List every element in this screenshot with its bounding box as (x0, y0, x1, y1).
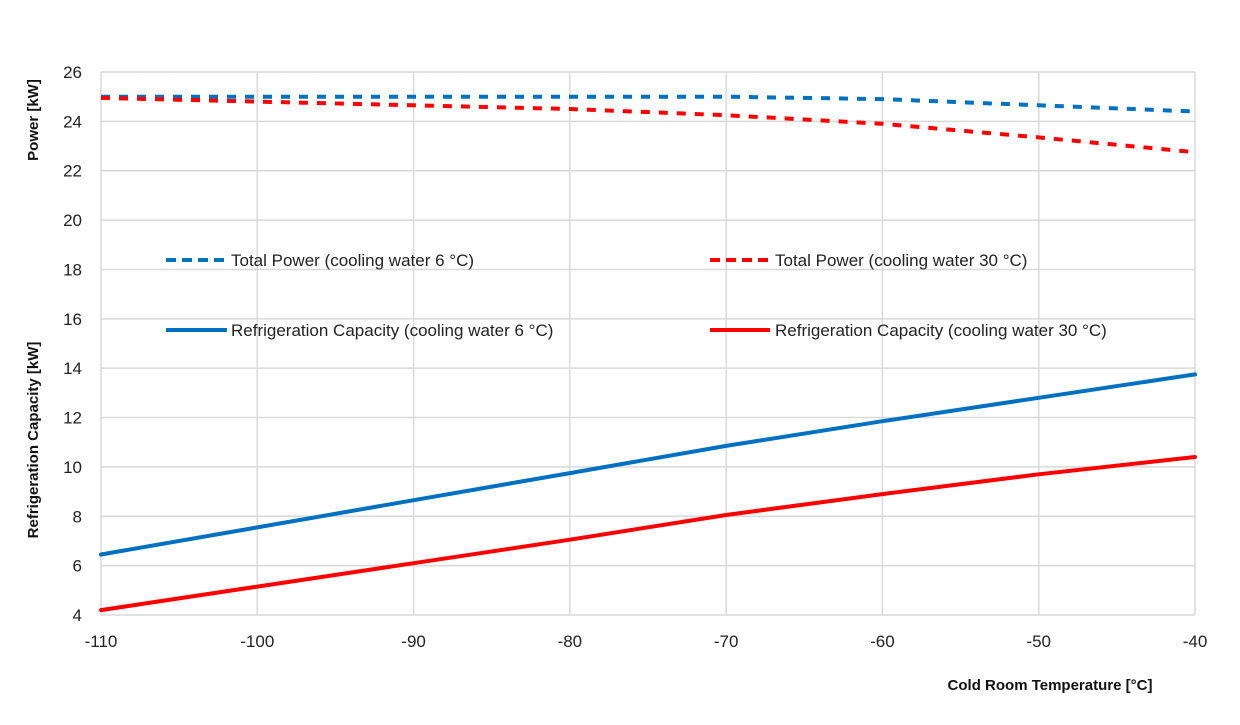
series-line-0 (101, 94, 1196, 114)
x-tick-label: -60 (870, 632, 895, 651)
y-tick-label: 4 (73, 606, 82, 625)
y-tick-label: 22 (63, 162, 82, 181)
y-tick-label: 16 (63, 310, 82, 329)
series-line-2 (99, 372, 1197, 557)
series-line-3 (99, 455, 1197, 613)
y-tick-label: 14 (63, 359, 82, 378)
legend-item: Total Power (cooling water 6 °C) (166, 251, 474, 270)
y-tick-label: 20 (63, 211, 82, 230)
legend-label-capacity-30c: Refrigeration Capacity (cooling water 30… (775, 321, 1107, 340)
y-axis-title-power: Power [kW] (25, 79, 42, 161)
legend-item: Refrigeration Capacity (cooling water 30… (710, 321, 1107, 340)
y-tick-label: 10 (63, 458, 82, 477)
legend-item: Refrigeration Capacity (cooling water 6 … (166, 321, 553, 340)
legend-label-total-power-6c: Total Power (cooling water 6 °C) (231, 251, 474, 270)
x-tick-label: -100 (240, 632, 274, 651)
x-tick-label: -110 (85, 632, 118, 651)
y-tick-label: 26 (63, 63, 82, 82)
series-lines (99, 94, 1197, 613)
y-tick-label: 8 (73, 507, 82, 526)
x-tick-label: -90 (401, 632, 426, 651)
x-tick-label: -80 (558, 632, 583, 651)
legend-label-total-power-30c: Total Power (cooling water 30 °C) (775, 251, 1027, 270)
x-axis-title: Cold Room Temperature [°C] (948, 677, 1153, 694)
y-tick-label: 6 (73, 557, 82, 576)
y-tick-label: 18 (63, 260, 82, 279)
x-tick-label: -40 (1183, 632, 1208, 651)
legend-item: Total Power (cooling water 30 °C) (710, 251, 1027, 270)
y-axis-title-capacity: Refrigeration Capacity [kW] (25, 342, 42, 539)
y-tick-label: 12 (63, 409, 82, 428)
y-tick-labels: 4 6 8 10 12 14 16 18 20 22 24 26 (63, 63, 82, 625)
legend-label-capacity-6c: Refrigeration Capacity (cooling water 6 … (231, 321, 553, 340)
x-tick-labels: -110 -100 -90 -80 -70 -60 -50 -40 (85, 632, 1208, 651)
series-line-1 (100, 95, 1196, 155)
y-tick-label: 24 (63, 112, 82, 131)
grid (100, 71, 1196, 616)
x-tick-label: -50 (1026, 632, 1051, 651)
x-tick-label: -70 (714, 632, 739, 651)
legend: Total Power (cooling water 6 °C) Total P… (166, 251, 1107, 340)
